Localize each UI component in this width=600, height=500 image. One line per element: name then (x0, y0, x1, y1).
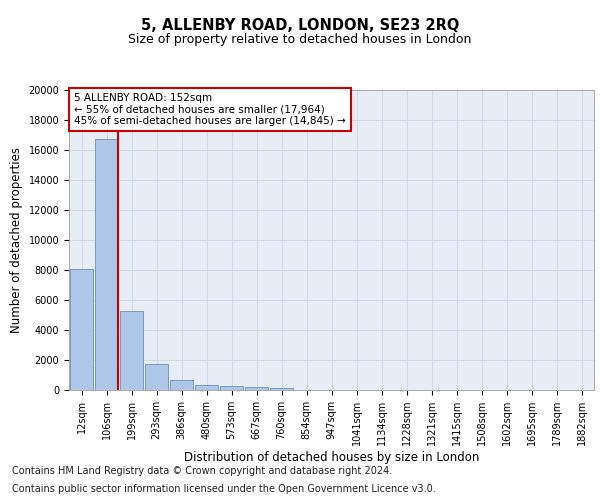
Text: 5 ALLENBY ROAD: 152sqm
← 55% of detached houses are smaller (17,964)
45% of semi: 5 ALLENBY ROAD: 152sqm ← 55% of detached… (74, 93, 346, 126)
Bar (95, 140, 118, 390)
Bar (120, 310, 143, 390)
Text: Size of property relative to detached houses in London: Size of property relative to detached ho… (128, 32, 472, 46)
Bar (70, 268, 93, 390)
Bar (245, 387, 268, 390)
Bar (170, 380, 193, 390)
Y-axis label: Number of detached properties: Number of detached properties (10, 147, 23, 333)
Bar (270, 388, 293, 390)
Text: Contains HM Land Registry data © Crown copyright and database right 2024.: Contains HM Land Registry data © Crown c… (12, 466, 392, 476)
Text: Contains public sector information licensed under the Open Government Licence v3: Contains public sector information licen… (12, 484, 436, 494)
Bar (195, 385, 218, 390)
Text: 5, ALLENBY ROAD, LONDON, SE23 2RQ: 5, ALLENBY ROAD, LONDON, SE23 2RQ (141, 18, 459, 32)
Bar (145, 364, 168, 390)
Bar (220, 386, 243, 390)
X-axis label: Distribution of detached houses by size in London: Distribution of detached houses by size … (184, 451, 479, 464)
